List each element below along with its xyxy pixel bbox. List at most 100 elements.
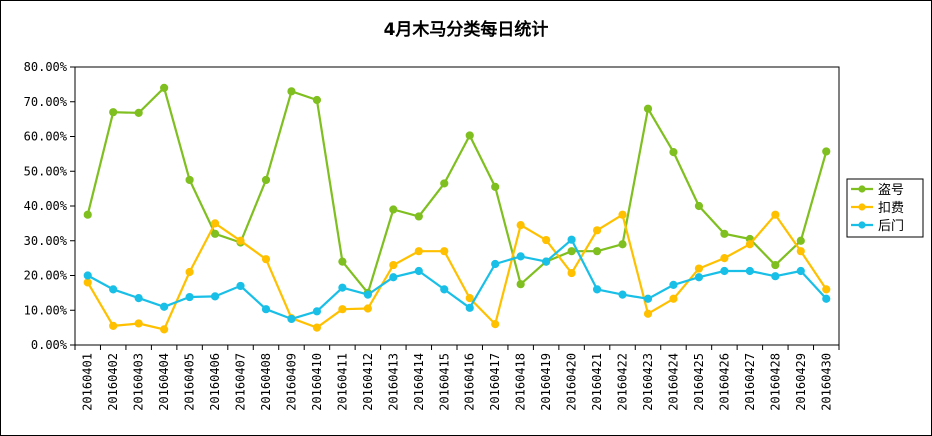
data-point [618, 240, 627, 249]
data-point [694, 201, 704, 211]
x-tick-label: 20160422 [616, 353, 630, 411]
data-point [771, 210, 780, 219]
data-point [567, 235, 576, 244]
data-point [185, 267, 194, 277]
data-point [338, 257, 347, 266]
y-tick-label: 10.00% [24, 303, 68, 317]
data-point [389, 205, 398, 214]
x-tick-label: 20160420 [565, 353, 579, 411]
data-point [542, 257, 551, 266]
data-point [643, 309, 653, 318]
data-point [338, 283, 347, 292]
data-point [236, 236, 245, 245]
data-point [185, 175, 194, 185]
data-point [669, 148, 678, 157]
x-tick-label: 20160424 [666, 353, 680, 411]
x-tick-label: 20160428 [768, 353, 782, 411]
data-point [287, 87, 296, 96]
data-point [261, 175, 271, 185]
data-point [618, 290, 627, 299]
data-point [822, 147, 831, 156]
x-tick-label: 20160415 [437, 353, 451, 411]
data-point [567, 247, 576, 256]
x-tick-label: 20160429 [794, 353, 808, 411]
data-point [109, 321, 118, 330]
series-line-3 [87, 238, 828, 320]
x-tick-label: 20160402 [106, 353, 120, 411]
data-point [491, 320, 500, 329]
x-tick-label: 20160423 [641, 353, 655, 411]
legend-swatch-marker [858, 203, 866, 211]
y-tick-label: 50.00% [24, 164, 68, 178]
y-tick-label: 70.00% [24, 95, 68, 109]
legend-label: 后门 [878, 219, 904, 234]
data-point [440, 247, 449, 256]
data-point [312, 323, 322, 332]
data-point [83, 271, 92, 280]
data-point [720, 254, 729, 263]
data-point [516, 252, 525, 261]
data-point [771, 272, 780, 281]
data-point [185, 292, 194, 302]
data-point [134, 319, 143, 328]
data-point [210, 219, 220, 228]
x-tick-label: 20160407 [234, 353, 248, 411]
y-tick-label: 0.00% [31, 338, 68, 352]
data-point [822, 294, 831, 303]
data-point [440, 285, 449, 294]
data-point [592, 247, 602, 256]
data-point [261, 255, 271, 264]
data-point [160, 302, 169, 311]
x-tick-label: 20160417 [488, 353, 502, 411]
x-tick-label: 20160430 [819, 353, 833, 411]
data-point [389, 273, 398, 282]
x-tick-label: 20160421 [590, 353, 604, 411]
y-tick-label: 20.00% [24, 269, 68, 283]
data-point [236, 281, 245, 291]
data-point [134, 108, 143, 117]
data-point [796, 247, 805, 256]
x-tick-label: 20160414 [412, 353, 426, 411]
data-point [669, 294, 678, 303]
data-point [491, 182, 500, 191]
data-point [592, 226, 602, 235]
legend-swatch-marker [858, 221, 866, 229]
data-point [796, 236, 805, 245]
data-point [109, 108, 118, 117]
data-point [414, 212, 423, 221]
data-point [363, 290, 372, 299]
x-tick-label: 20160406 [208, 353, 222, 411]
data-point [567, 268, 576, 278]
x-tick-label: 20160416 [463, 353, 477, 411]
data-point [83, 210, 92, 219]
data-point [210, 292, 220, 301]
plot-border [74, 66, 840, 346]
x-tick-label: 20160413 [386, 353, 400, 411]
data-point [720, 266, 729, 276]
series-line-2 [86, 213, 828, 331]
data-point [312, 95, 322, 105]
data-point [312, 307, 322, 316]
y-tick-label: 40.00% [24, 199, 68, 213]
data-point [465, 131, 474, 140]
x-tick-label: 20160411 [335, 353, 349, 411]
data-point [338, 305, 347, 314]
data-point [389, 260, 398, 270]
x-tick-label: 20160403 [132, 353, 146, 411]
x-tick-label: 20160427 [743, 353, 757, 411]
plot-area: 0.00% 10.00% 20.00% 30.00% 40.00% 50.00% 60.00… [24, 60, 840, 411]
x-tick-label: 20160412 [361, 353, 375, 411]
x-tick-label: 20160401 [81, 353, 95, 411]
data-point [287, 314, 296, 324]
data-point [542, 235, 551, 245]
y-tick-label: 80.00% [24, 60, 68, 74]
data-point [83, 278, 92, 287]
data-point [363, 304, 372, 313]
data-point [822, 285, 831, 294]
data-point [745, 240, 754, 249]
data-point [771, 260, 780, 270]
data-point [592, 285, 602, 294]
y-tick-label: 60.00% [24, 130, 68, 144]
x-tick-label: 20160408 [259, 353, 273, 411]
